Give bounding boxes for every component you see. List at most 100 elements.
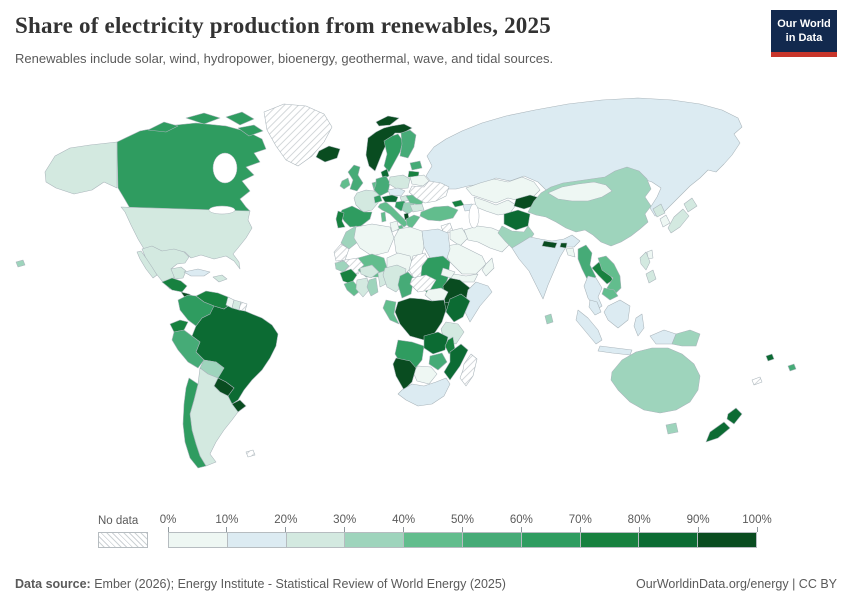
- country-malaysia[interactable]: [588, 299, 602, 316]
- country-mexico-baja[interactable]: [136, 250, 158, 279]
- legend-bin-6[interactable]: [521, 533, 581, 547]
- country-denmark[interactable]: [380, 168, 390, 180]
- country-ivory-coast[interactable]: [355, 277, 371, 298]
- country-guinea[interactable]: [339, 268, 358, 285]
- country-oman[interactable]: [481, 257, 495, 277]
- country-japan-honshu[interactable]: [667, 208, 690, 234]
- country-canada-arctic2[interactable]: [185, 112, 221, 125]
- country-svalbard[interactable]: [375, 115, 400, 127]
- footer-rights[interactable]: OurWorldinData.org/energy | CC BY: [635, 577, 837, 591]
- legend-no-data-swatch[interactable]: [98, 532, 148, 548]
- country-portugal[interactable]: [335, 210, 346, 229]
- country-north-korea[interactable]: [652, 203, 666, 218]
- country-georgia[interactable]: [451, 199, 465, 208]
- country-turkey[interactable]: [419, 205, 459, 222]
- country-bangladesh[interactable]: [565, 247, 576, 258]
- country-hispaniola[interactable]: [212, 274, 228, 283]
- country-poland[interactable]: [388, 174, 411, 190]
- country-japan-hokkaido[interactable]: [683, 197, 698, 213]
- country-ireland[interactable]: [339, 177, 351, 190]
- country-china[interactable]: [527, 166, 652, 247]
- country-chile[interactable]: [182, 377, 207, 469]
- country-belarus[interactable]: [409, 174, 430, 187]
- country-indonesia-sulawesi[interactable]: [633, 313, 645, 337]
- legend-bin-3[interactable]: [345, 533, 405, 547]
- country-western-sahara[interactable]: [333, 243, 350, 262]
- country-new-caledonia[interactable]: [751, 376, 763, 386]
- country-iceland[interactable]: [315, 145, 341, 163]
- footer-sources[interactable]: Data source: Ember (2026); Energy Instit…: [15, 577, 506, 591]
- country-gabon-congo[interactable]: [382, 299, 400, 325]
- country-canada-arctic1[interactable]: [147, 121, 179, 133]
- country-indonesia-papua[interactable]: [649, 329, 677, 345]
- country-south-sudan[interactable]: [424, 287, 449, 302]
- country-vanuatu[interactable]: [765, 353, 775, 362]
- country-canada-arctic3[interactable]: [225, 111, 255, 126]
- country-ghana[interactable]: [366, 277, 379, 297]
- country-australia[interactable]: [610, 347, 701, 414]
- country-norway[interactable]: [365, 123, 413, 172]
- legend-color-bar[interactable]: [168, 532, 757, 548]
- country-colombia[interactable]: [177, 294, 215, 327]
- country-afghanistan[interactable]: [503, 209, 531, 231]
- country-estonia-latvia[interactable]: [409, 160, 423, 171]
- country-myanmar[interactable]: [577, 244, 597, 282]
- country-indonesia-java[interactable]: [597, 345, 633, 356]
- country-central-america-north[interactable]: [161, 277, 188, 293]
- legend-bin-9[interactable]: [698, 533, 756, 547]
- country-falkland-islands[interactable]: [245, 449, 256, 458]
- country-philippines-luzon[interactable]: [639, 251, 651, 271]
- country-austria[interactable]: [381, 194, 399, 203]
- country-australia-tasmania[interactable]: [665, 422, 679, 435]
- owid-logo[interactable]: Our World in Data: [771, 10, 837, 57]
- country-france[interactable]: [353, 189, 381, 213]
- country-madagascar[interactable]: [459, 353, 478, 387]
- country-cambodia[interactable]: [601, 287, 619, 301]
- country-french-guiana[interactable]: [238, 301, 248, 312]
- country-senegal[interactable]: [334, 260, 350, 273]
- country-germany[interactable]: [373, 175, 391, 197]
- country-sweden[interactable]: [383, 133, 404, 173]
- country-kazakhstan[interactable]: [465, 176, 541, 204]
- legend-bin-8[interactable]: [639, 533, 699, 547]
- country-mexico-yucatan[interactable]: [170, 266, 187, 280]
- country-new-zealand-south[interactable]: [705, 421, 731, 443]
- country-zambia[interactable]: [423, 331, 449, 355]
- country-usa[interactable]: [120, 206, 253, 270]
- country-italy-sardinia[interactable]: [380, 211, 387, 223]
- country-italy[interactable]: [377, 201, 409, 228]
- country-saudi-arabia[interactable]: [443, 243, 487, 275]
- country-canada[interactable]: [116, 122, 267, 212]
- country-namibia[interactable]: [392, 357, 417, 391]
- country-vietnam[interactable]: [597, 255, 622, 297]
- country-south-africa[interactable]: [397, 377, 451, 407]
- legend-bin-0[interactable]: [169, 533, 228, 547]
- country-drc[interactable]: [394, 297, 447, 341]
- country-switzerland[interactable]: [373, 194, 383, 204]
- country-fiji[interactable]: [787, 363, 797, 372]
- country-usa-alaska[interactable]: [44, 141, 118, 195]
- country-greenland[interactable]: [263, 103, 333, 167]
- country-mozambique[interactable]: [443, 343, 469, 381]
- country-cuba[interactable]: [183, 268, 211, 277]
- country-uk[interactable]: [347, 164, 364, 192]
- country-greece[interactable]: [405, 214, 421, 230]
- country-burkina-faso[interactable]: [359, 264, 380, 279]
- country-cameroon[interactable]: [397, 271, 415, 299]
- country-indonesia-sumatra[interactable]: [575, 309, 603, 345]
- country-ecuador[interactable]: [169, 319, 189, 333]
- country-new-zealand-north[interactable]: [726, 407, 743, 425]
- country-algeria[interactable]: [353, 223, 395, 257]
- country-south-korea[interactable]: [659, 214, 671, 228]
- country-bulgaria[interactable]: [409, 203, 425, 213]
- country-thailand[interactable]: [583, 275, 603, 311]
- country-canada-arctic4[interactable]: [237, 124, 264, 137]
- country-india[interactable]: [511, 234, 581, 300]
- country-sierra-leone-liberia[interactable]: [343, 280, 362, 297]
- country-finland[interactable]: [399, 129, 417, 159]
- country-mongolia[interactable]: [547, 181, 613, 202]
- legend-bin-2[interactable]: [286, 533, 346, 547]
- country-sri-lanka[interactable]: [544, 313, 554, 325]
- country-usa-hawaii[interactable]: [15, 259, 26, 268]
- country-papua-new-guinea[interactable]: [671, 329, 701, 347]
